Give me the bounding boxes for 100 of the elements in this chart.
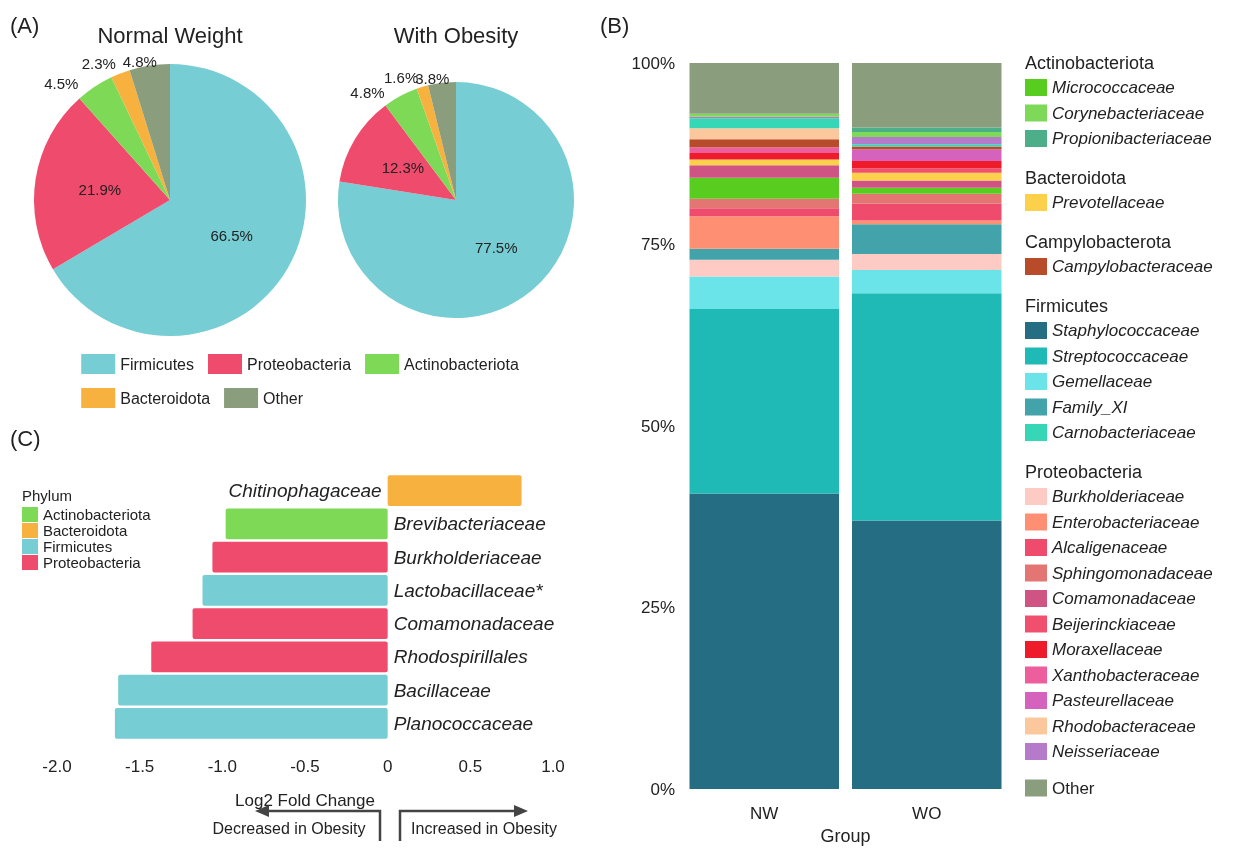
legend-label: Prevotellaceae [1052,193,1165,212]
legend-label: Family_XI [1052,397,1128,417]
bar [689,216,839,249]
bar [852,203,1002,221]
bar [689,208,839,217]
legend-label: Pasteurellaceae [1052,691,1174,710]
y-tick-label: Lactobacillaceae* [393,579,544,601]
slice-label: Normal Weight [97,22,243,48]
bar [689,128,839,140]
bar [689,63,839,114]
x-tick-label: 0 [382,757,393,776]
legend-label: Proteobacteria [43,554,142,571]
y-tick-label: 100% [631,53,675,73]
bar [689,276,839,310]
legend-label: Comamonadaceae [1052,589,1196,608]
bar [852,520,1002,789]
legend-label: Other [263,389,304,407]
data-label: 4.5% [44,74,79,92]
bar [852,253,1002,270]
data-label: 2.3% [81,55,116,73]
legend-label: Firmicutes [43,538,113,555]
legend-label: Enterobacteriaceae [1052,512,1200,532]
bar [852,127,1002,132]
legend-label: Bacteroidota [43,522,128,539]
text: (A) [10,12,40,38]
y-tick-label: Chitinophagaceae [228,480,382,502]
text: Firmicutes [1025,296,1109,316]
bar [852,269,1002,294]
text: Decreased in Obesity [212,819,366,837]
legend-label: Gemellaceae [1052,372,1153,391]
bar [852,293,1002,521]
legend-title: Phylum [22,487,73,504]
x-tick-label: WO [912,804,942,823]
legend-label: Actinobacteriota [404,355,519,373]
legend-label: Corynebacteriaceae [1052,103,1205,123]
legend-label: Burkholderiaceae [1052,487,1185,506]
slice-label: With Obesity [393,22,519,48]
data-label: 66.5% [210,226,253,244]
legend-label: Staphylococcaceae [1052,321,1200,340]
bar [852,172,1002,181]
legend-label: Alcaligenaceae [1051,538,1168,557]
bar [852,224,1002,254]
legend-label: Actinobacteriota [43,506,152,523]
data-label: 21.9% [78,180,122,198]
bar [852,187,1002,194]
x-tick-label: -1.0 [207,757,237,776]
bar [689,259,839,277]
y-tick-label: 25% [640,598,675,617]
text: (C) [10,425,41,451]
bar [689,493,839,789]
y-tick-label: 50% [640,416,675,436]
x-tick-label: -0.5 [290,757,320,776]
bar [689,139,839,148]
bar [689,147,839,154]
text: Bacteroidota [1025,168,1128,188]
text: Increased in Obesity [411,819,557,837]
y-tick-label: Planococcaceae [393,712,534,734]
bar [689,198,839,209]
bar [852,149,1002,162]
legend-label: Campylobacteraceae [1052,257,1213,276]
legend-label: Rhodobacteraceae [1052,716,1196,736]
y-tick-label: Burkholderiaceae [393,546,542,568]
legend-label: Carnobacteriaceae [1052,423,1196,442]
data-label: 4.8% [350,83,385,101]
y-tick-label: Comamonadaceae [393,613,555,635]
x-tick-label: -1.5 [125,757,155,776]
bar [852,161,1002,169]
x-tick-label: 0.5 [458,757,483,776]
x-axis-title: Log2 Fold Change [235,791,375,810]
y-tick-label: 0% [650,779,675,799]
data-label: 12.3% [381,159,425,177]
y-tick-label: Bacillaceae [393,679,491,701]
x-tick-label: NW [750,804,779,823]
legend-label: Micrococcaceae [1052,78,1175,97]
bar [689,177,839,199]
x-axis-title: Group [820,826,871,846]
data-label: 3.8% [415,70,450,88]
x-tick-label: 1.0 [541,757,565,776]
legend-label: Propionibacteriaceae [1052,129,1212,148]
data-label: 4.8% [122,53,157,71]
y-tick-label: Brevibacteriaceae [393,513,546,535]
legend-label: Beijerinckiaceae [1052,614,1176,634]
bar [852,193,1002,204]
bar [852,180,1002,188]
legend-label: Firmicutes [120,355,194,373]
legend-label: Other [1052,778,1095,798]
legend-label: Xanthobacteraceae [1051,665,1200,685]
legend-label: Proteobacteria [246,355,352,373]
bar [852,137,1002,145]
bar [689,248,839,260]
bar [689,153,839,160]
legend-label: Neisseriaceae [1052,742,1160,761]
bar [852,131,1002,138]
legend-label: Bacteroidota [120,389,211,407]
bar [689,309,839,494]
bar [852,168,1002,173]
bar [689,165,839,178]
y-tick-label: 75% [640,235,675,254]
y-tick-label: Rhodospirillales [393,646,529,668]
text: Actinobacteriota [1025,53,1156,73]
